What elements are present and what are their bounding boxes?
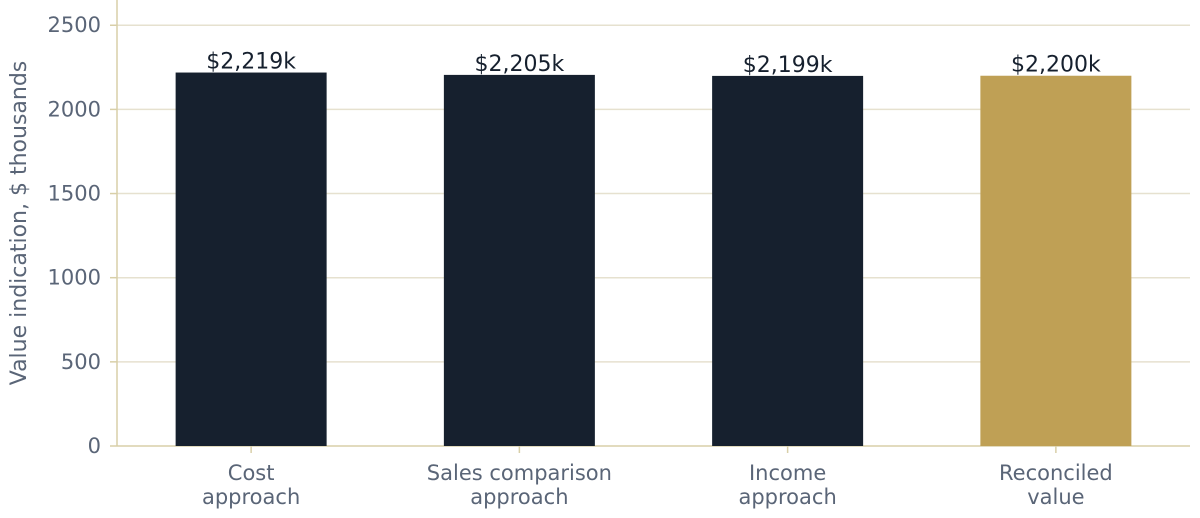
y-tick-label-2500: 2500 xyxy=(48,13,101,37)
bar-3 xyxy=(980,75,1132,447)
data-label-3: $2,200k xyxy=(1011,53,1101,78)
x-tick-label-2-0: Income xyxy=(749,461,826,485)
y-tick-label-500: 500 xyxy=(61,350,101,374)
data-label-2: $2,199k xyxy=(743,53,833,78)
x-tick-label-0-0: Cost xyxy=(228,461,275,485)
bar-0 xyxy=(175,72,327,446)
y-tick-label-2000: 2000 xyxy=(48,97,101,121)
y-tick-label-1500: 1500 xyxy=(48,182,101,206)
y-tick-label-0: 0 xyxy=(88,434,101,458)
y-tick-label-1000: 1000 xyxy=(48,266,101,290)
x-tick-label-3-0: Reconciled xyxy=(999,461,1113,485)
x-tick-label-0-1: approach xyxy=(202,485,300,509)
x-tick-label-1-1: approach xyxy=(470,485,568,509)
x-tick-label-3-1: value xyxy=(1027,485,1084,509)
x-tick-label-1-0: Sales comparison xyxy=(427,461,612,485)
bar-1 xyxy=(443,74,595,446)
x-tick-label-2-1: approach xyxy=(738,485,836,509)
y-axis-title: Value indication, $ thousands xyxy=(7,61,32,386)
data-label-1: $2,205k xyxy=(475,52,565,77)
bar-2 xyxy=(712,75,864,447)
data-label-0: $2,219k xyxy=(206,50,296,75)
